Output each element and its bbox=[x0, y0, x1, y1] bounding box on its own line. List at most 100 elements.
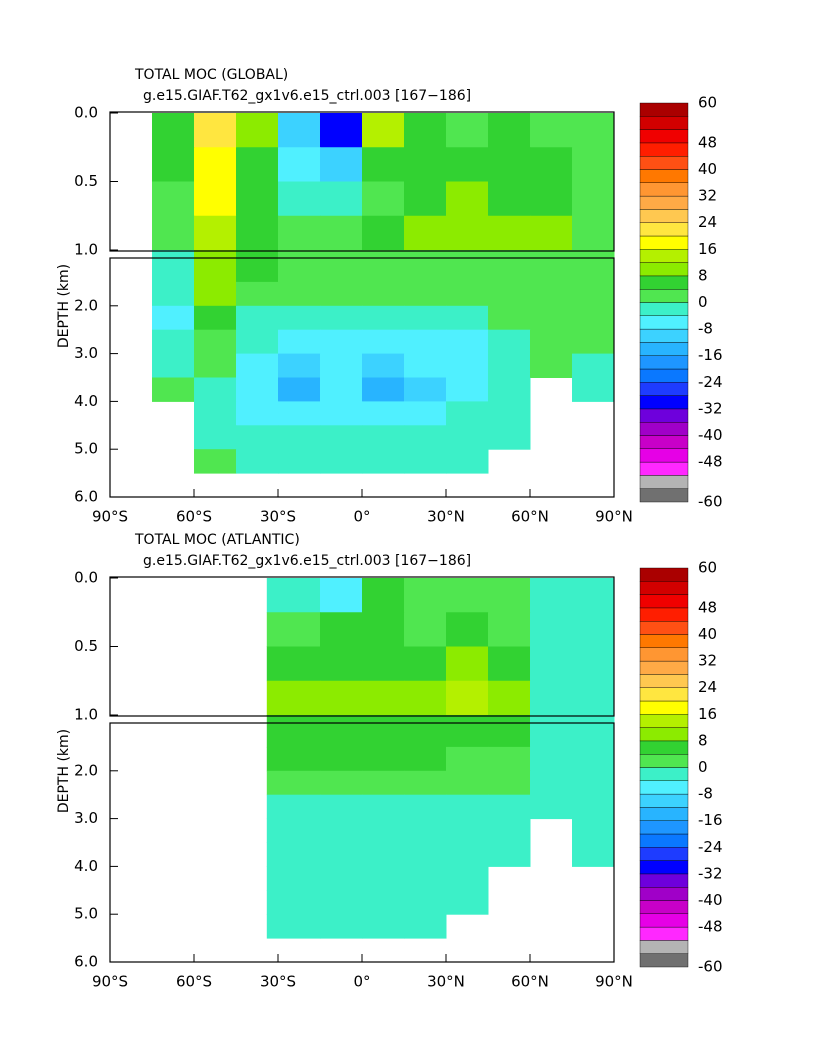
colorbar-label: 0 bbox=[698, 293, 708, 311]
x-tick-label: 90°N bbox=[595, 508, 633, 526]
field-cell bbox=[488, 680, 531, 716]
field-cell bbox=[236, 329, 279, 355]
colorbar-swatch bbox=[639, 448, 689, 463]
field-cell bbox=[488, 113, 531, 148]
field-cell bbox=[404, 818, 447, 843]
field-cell bbox=[572, 147, 615, 182]
colorbar-swatch bbox=[639, 594, 689, 609]
field-cell bbox=[404, 794, 447, 820]
field-cell bbox=[404, 147, 447, 182]
field-cell bbox=[278, 250, 321, 283]
field-cell bbox=[362, 866, 405, 891]
field-cell bbox=[572, 250, 615, 283]
field-cell bbox=[236, 281, 279, 307]
colorbar-swatch bbox=[639, 328, 689, 343]
field-cell bbox=[266, 818, 321, 843]
colorbar-label: -16 bbox=[698, 346, 723, 364]
colorbar-label: 48 bbox=[698, 598, 717, 616]
field-cell bbox=[320, 281, 363, 307]
colorbar-swatch bbox=[639, 820, 689, 835]
field-cell bbox=[530, 794, 573, 820]
field-cell bbox=[320, 425, 363, 450]
field-cell bbox=[320, 746, 363, 772]
colorbar-swatch bbox=[639, 222, 689, 237]
y-tick-label: 2.0 bbox=[74, 761, 98, 779]
field-cell bbox=[266, 866, 321, 891]
field-cell bbox=[572, 353, 615, 378]
colorbar-swatch bbox=[639, 355, 689, 370]
colorbar-label: -40 bbox=[698, 891, 723, 909]
field-cell bbox=[362, 746, 405, 772]
field-cell bbox=[530, 305, 573, 331]
colorbar-swatch bbox=[639, 621, 689, 635]
field-cell bbox=[446, 113, 489, 148]
y-tick-label: 6.0 bbox=[74, 488, 98, 506]
colorbar-swatch bbox=[639, 833, 689, 848]
field-cell bbox=[404, 281, 447, 307]
colorbar-swatch bbox=[639, 488, 689, 503]
field-cell bbox=[404, 680, 447, 716]
chart-title: TOTAL MOC (ATLANTIC) bbox=[134, 532, 300, 548]
y-tick-label: 5.0 bbox=[74, 905, 98, 923]
field-cell bbox=[362, 305, 405, 331]
field-cell bbox=[404, 215, 447, 251]
field-cell bbox=[236, 147, 279, 182]
colorbar-swatch bbox=[639, 435, 689, 450]
colorbar-label: -60 bbox=[698, 958, 723, 976]
field-cell bbox=[236, 113, 279, 148]
colorbar-swatch bbox=[639, 607, 689, 622]
field-cell bbox=[446, 181, 489, 217]
colorbar-swatch bbox=[639, 235, 689, 250]
colorbar-swatch bbox=[639, 727, 689, 742]
x-tick-label: 90°S bbox=[92, 973, 128, 991]
field-cell bbox=[446, 578, 489, 613]
field-cell bbox=[236, 250, 279, 283]
field-cell bbox=[236, 401, 279, 426]
field-cell bbox=[320, 329, 363, 355]
field-cell bbox=[194, 250, 237, 283]
field-cell bbox=[488, 147, 531, 182]
colorbar-label: 16 bbox=[698, 240, 717, 258]
field-cell bbox=[236, 377, 279, 402]
field-cell bbox=[194, 377, 237, 402]
field-cell bbox=[488, 612, 531, 647]
field-cell bbox=[320, 914, 363, 939]
colorbar-swatch bbox=[639, 422, 689, 436]
field-cell bbox=[404, 305, 447, 331]
field-cell bbox=[572, 770, 615, 796]
field-cell bbox=[530, 215, 573, 251]
y-tick-label: 1.0 bbox=[74, 706, 98, 724]
field-cell bbox=[362, 794, 405, 820]
colorbar-swatch bbox=[639, 209, 689, 223]
field-cell bbox=[194, 281, 237, 307]
colorbar-swatch bbox=[639, 289, 689, 303]
field-cell bbox=[362, 281, 405, 307]
field-cell bbox=[446, 715, 489, 748]
field-cell bbox=[152, 281, 195, 307]
field-cell bbox=[488, 715, 531, 748]
field-cell bbox=[488, 794, 531, 820]
field-cell bbox=[488, 646, 531, 682]
field-cell bbox=[572, 842, 615, 867]
field-cell bbox=[572, 715, 615, 748]
colorbar-swatch bbox=[639, 155, 689, 170]
field-cell bbox=[446, 646, 489, 682]
field-cell bbox=[488, 215, 531, 251]
field-cell bbox=[404, 746, 447, 772]
field-cell bbox=[488, 250, 531, 283]
colorbar-label: 32 bbox=[698, 652, 717, 670]
field-cell bbox=[362, 250, 405, 283]
field-cell bbox=[194, 215, 237, 251]
field-cell bbox=[572, 794, 615, 820]
field-cell bbox=[572, 113, 615, 148]
field-cell bbox=[404, 842, 447, 867]
field-cell bbox=[152, 181, 195, 217]
field-cell bbox=[266, 612, 321, 647]
colorbar-swatch bbox=[639, 847, 689, 861]
field-cell bbox=[266, 715, 321, 748]
colorbar-swatch bbox=[639, 767, 689, 782]
field-cell bbox=[572, 680, 615, 716]
field-cell bbox=[362, 612, 405, 647]
field-cell bbox=[194, 353, 237, 378]
y-tick-label: 3.0 bbox=[74, 344, 98, 362]
